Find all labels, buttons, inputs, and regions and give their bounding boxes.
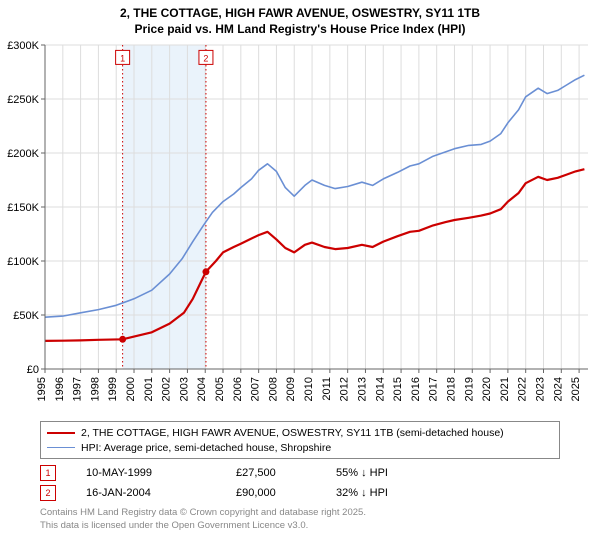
svg-text:2023: 2023 [534,377,546,401]
svg-text:2024: 2024 [552,377,564,401]
svg-text:2005: 2005 [214,377,226,401]
sale-row: 1 10-MAY-1999£27,50055% ↓ HPI [40,463,560,483]
sale-price: £27,500 [236,467,336,479]
svg-text:£300K: £300K [7,40,39,52]
chart-title: 2, THE COTTAGE, HIGH FAWR AVENUE, OSWEST… [0,0,600,39]
svg-text:2006: 2006 [232,377,244,401]
svg-text:1: 1 [120,54,125,64]
svg-text:2008: 2008 [267,377,279,401]
line-chart-svg: £0 £50K £100K £150K £200K £250K £300K 1995 1996 1… [0,39,600,419]
svg-text:2021: 2021 [499,377,511,401]
attribution-footer: Contains HM Land Registry data © Crown c… [40,507,560,532]
svg-text:1998: 1998 [89,377,101,401]
svg-text:2014: 2014 [374,377,386,401]
svg-text:2003: 2003 [178,377,190,401]
legend-item: HPI: Average price, semi-detached house,… [47,440,553,455]
svg-text:2001: 2001 [143,377,155,401]
legend-label: 2, THE COTTAGE, HIGH FAWR AVENUE, OSWEST… [81,427,504,439]
footer-line-1: Contains HM Land Registry data © Crown c… [40,507,560,519]
svg-text:1997: 1997 [72,377,84,401]
sale-marker-box: 1 [40,465,56,481]
svg-text:2009: 2009 [285,377,297,401]
legend-label: HPI: Average price, semi-detached house,… [81,442,331,454]
svg-text:2018: 2018 [445,377,457,401]
svg-text:£100K: £100K [7,256,39,268]
sale-delta: 32% ↓ HPI [336,487,456,499]
sale-row: 2 16-JAN-2004£90,00032% ↓ HPI [40,483,560,503]
svg-text:2020: 2020 [481,377,493,401]
legend-swatch [47,432,75,434]
chart-area: £0 £50K £100K £150K £200K £250K £300K 1995 1996 1… [0,39,600,419]
title-line-2: Price paid vs. HM Land Registry's House … [10,22,590,38]
svg-text:2016: 2016 [410,377,422,401]
sales-table: 1 10-MAY-1999£27,50055% ↓ HPI 2 16-JAN-2004… [40,463,560,503]
legend: 2, THE COTTAGE, HIGH FAWR AVENUE, OSWEST… [40,421,560,459]
svg-text:2011: 2011 [321,377,333,401]
svg-text:£50K: £50K [13,310,39,322]
svg-text:2017: 2017 [428,377,440,401]
footer-line-2: This data is licensed under the Open Gov… [40,520,560,532]
svg-text:2007: 2007 [250,377,262,401]
svg-text:2013: 2013 [356,377,368,401]
svg-text:2015: 2015 [392,377,404,401]
svg-text:£0: £0 [27,364,39,376]
svg-text:2025: 2025 [570,377,582,401]
sale-date: 16-JAN-2004 [86,487,236,499]
svg-text:£250K: £250K [7,94,39,106]
title-line-1: 2, THE COTTAGE, HIGH FAWR AVENUE, OSWEST… [10,6,590,22]
svg-text:1999: 1999 [107,377,119,401]
svg-text:1995: 1995 [36,377,48,401]
svg-text:£150K: £150K [7,202,39,214]
svg-text:2004: 2004 [196,377,208,401]
svg-text:2012: 2012 [339,377,351,401]
svg-text:2010: 2010 [303,377,315,401]
sale-date: 10-MAY-1999 [86,467,236,479]
svg-text:£200K: £200K [7,148,39,160]
svg-text:2000: 2000 [125,377,137,401]
svg-text:1996: 1996 [54,377,66,401]
svg-text:2022: 2022 [517,377,529,401]
sale-delta: 55% ↓ HPI [336,467,456,479]
svg-text:2: 2 [203,54,208,64]
sale-price: £90,000 [236,487,336,499]
svg-text:2002: 2002 [161,377,173,401]
svg-text:2019: 2019 [463,377,475,401]
sale-marker-box: 2 [40,485,56,501]
legend-item: 2, THE COTTAGE, HIGH FAWR AVENUE, OSWEST… [47,425,553,440]
legend-swatch [47,447,75,448]
